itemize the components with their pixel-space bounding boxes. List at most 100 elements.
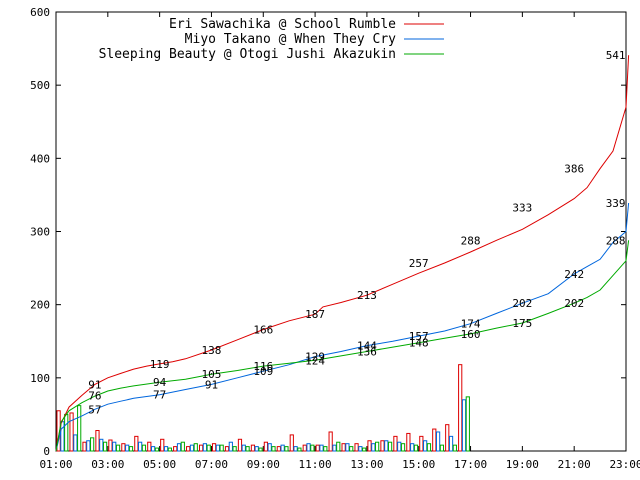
data-label: 166 — [253, 324, 273, 337]
x-tick-label: 03:00 — [91, 458, 124, 471]
hourly-bar — [297, 447, 302, 452]
hourly-bar — [380, 440, 385, 452]
hourly-bar — [400, 443, 406, 452]
data-label: 288 — [606, 234, 626, 247]
data-label: 136 — [357, 345, 377, 358]
hourly-bar — [426, 443, 432, 452]
x-tick-label: 17:00 — [454, 458, 487, 471]
hourly-bar — [354, 443, 359, 452]
hourly-bar — [362, 447, 367, 452]
hourly-bar — [267, 443, 272, 452]
hourly-bar — [419, 435, 424, 452]
series-line — [55, 202, 630, 452]
data-label: 144 — [357, 340, 377, 353]
hourly-bar — [439, 444, 445, 452]
hourly-bar — [150, 446, 156, 452]
hourly-bar — [432, 428, 437, 452]
hourly-bar — [387, 441, 393, 452]
hourly-bar — [193, 443, 198, 452]
hourly-bar — [245, 446, 250, 452]
hourly-bar — [64, 413, 69, 452]
hourly-bar — [458, 364, 463, 452]
hourly-bar — [332, 444, 337, 452]
x-tick-label: 07:00 — [195, 458, 228, 471]
data-label: 94 — [153, 376, 167, 389]
hourly-bar — [375, 441, 380, 452]
hourly-bar — [141, 444, 147, 452]
hourly-bar — [69, 412, 74, 452]
x-tick-label: 19:00 — [506, 458, 539, 471]
x-tick-label: 11:00 — [299, 458, 332, 471]
hourly-bar — [367, 440, 372, 452]
y-tick-label: 100 — [30, 372, 50, 385]
legend-entry-label: Miyo Takano @ When They Cry — [185, 32, 396, 47]
y-tick-label: 200 — [30, 299, 50, 312]
hourly-bar — [413, 444, 419, 452]
x-tick-label: 01:00 — [39, 458, 72, 471]
data-label: 257 — [409, 257, 429, 270]
hourly-bar — [82, 441, 87, 452]
hourly-bar — [328, 431, 333, 452]
hourly-bar — [134, 435, 139, 452]
y-tick-label: 400 — [30, 152, 50, 165]
hourly-bar — [349, 446, 354, 452]
hourly-bar — [186, 446, 191, 452]
hourly-bar — [276, 446, 281, 452]
hourly-bar — [180, 441, 185, 452]
hourly-bar — [452, 444, 457, 452]
hourly-bar — [293, 446, 298, 452]
axes: 0 100 200 300 400 500 600 01:00 03:00 05:00 07:00 0… — [30, 6, 640, 471]
data-label: 76 — [88, 389, 101, 402]
hourly-bar — [60, 421, 65, 452]
x-tick-label: 21:00 — [558, 458, 591, 471]
y-tick-label: 0 — [43, 445, 50, 458]
hourly-bar — [173, 446, 178, 452]
hourly-bar — [289, 434, 294, 452]
data-label: 116 — [253, 360, 273, 373]
hourly-bar — [406, 432, 411, 452]
y-tick-label: 600 — [30, 6, 50, 19]
hourly-bar — [112, 441, 117, 452]
hourly-bar — [121, 443, 126, 452]
hourly-bar — [250, 444, 256, 452]
hourly-bar — [99, 438, 104, 452]
data-label: 339 — [606, 197, 626, 210]
x-tick-label: 05:00 — [143, 458, 176, 471]
hourly-bar — [271, 446, 276, 452]
hourly-bar — [384, 440, 389, 452]
data-label: 77 — [153, 389, 166, 402]
data-label: 124 — [305, 354, 325, 367]
data-label: 91 — [205, 378, 218, 391]
data-label: 105 — [202, 368, 222, 381]
hourly-bar — [90, 437, 95, 452]
data-label: 109 — [253, 365, 273, 378]
hourly-bar — [189, 444, 195, 452]
hourly-bar — [461, 399, 467, 452]
hourly-bar — [310, 444, 315, 452]
hourly-bar — [341, 443, 346, 452]
x-tick-label: 15:00 — [402, 458, 435, 471]
legend-entry-label: Eri Sawachika @ School Rumble — [169, 17, 396, 32]
data-label: 157 — [409, 330, 429, 343]
data-label: 288 — [461, 234, 481, 247]
hourly-bar — [138, 441, 143, 452]
hourly-bar — [323, 446, 328, 452]
hourly-bar — [232, 446, 237, 452]
hourly-bar — [128, 446, 134, 452]
hourly-bar — [160, 438, 165, 452]
hourly-bar — [228, 441, 233, 452]
y-tick-label: 300 — [30, 226, 50, 239]
hourly-bar — [263, 441, 268, 452]
hourly-bar — [86, 440, 91, 452]
y-tick-label: 500 — [30, 79, 50, 92]
hourly-bar — [306, 443, 311, 452]
data-label: 202 — [564, 297, 584, 310]
data-label: 160 — [461, 328, 481, 341]
hourly-bar — [445, 424, 450, 452]
data-label: 91 — [88, 378, 101, 391]
data-label: 242 — [564, 268, 584, 281]
hourly-bar — [115, 444, 121, 452]
data-label: 175 — [512, 317, 532, 330]
